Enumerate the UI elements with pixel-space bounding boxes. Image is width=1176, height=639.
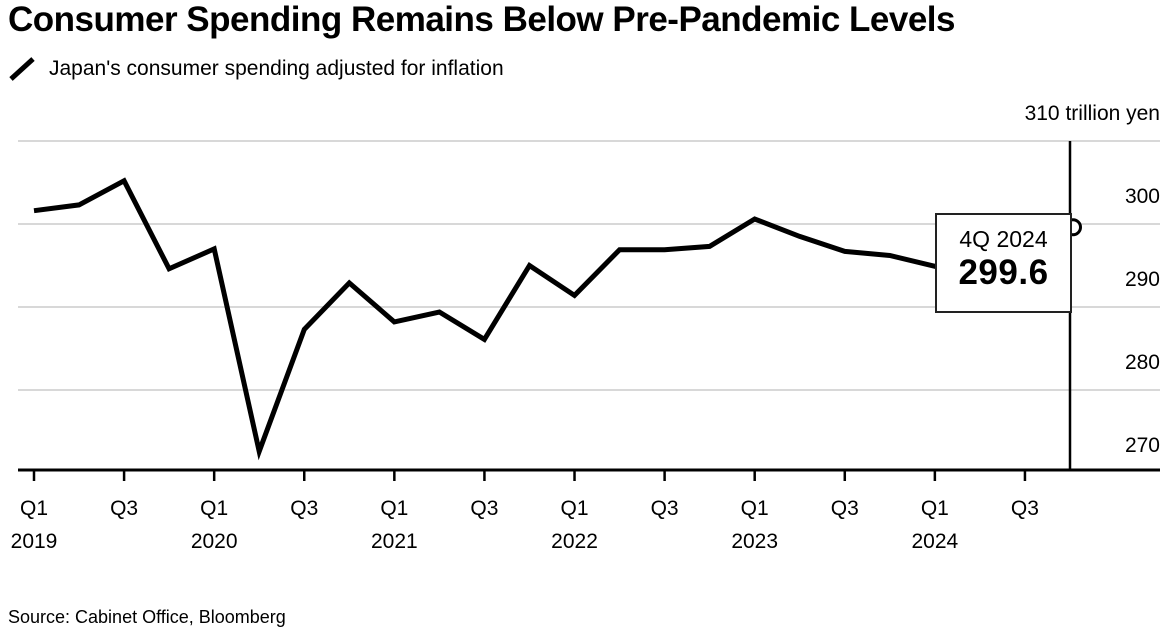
x-tick-quarter: Q3: [290, 497, 319, 520]
x-tick-label-Q1-2019: Q1 2019: [0, 492, 94, 558]
x-tick-label-Q3: Q3: [785, 492, 905, 525]
x-tick-year: 2020: [190, 530, 238, 553]
x-tick-year: 2019: [10, 530, 58, 553]
spending-line-series: [33, 177, 1072, 461]
legend-line-icon: [9, 57, 35, 81]
y-tick-label-310: 310 trillion yen: [1024, 102, 1160, 125]
y-tick-label-270: 270: [1124, 434, 1160, 457]
x-tick-label-Q1-2020: Q1 2020: [154, 492, 274, 558]
x-tick-year: 2022: [551, 530, 598, 553]
x-tick-quarter: Q1: [200, 497, 229, 520]
x-tick-year: 2024: [911, 530, 959, 553]
x-tick-quarter: Q1: [380, 497, 409, 520]
x-tick-quarter: Q1: [740, 497, 769, 520]
x-tick-quarter: Q3: [470, 497, 499, 520]
x-tick-label-Q1-2022: Q1 2022: [515, 492, 635, 558]
x-tick-label-Q1-2021: Q1 2021: [334, 492, 454, 558]
y-tick-label-280: 280: [1124, 351, 1160, 374]
x-tick-quarter: Q1: [560, 497, 589, 520]
legend: Japan's consumer spending adjusted for i…: [8, 56, 504, 82]
callout-period: 4Q 2024: [959, 226, 1048, 252]
callout-value: 299.6: [958, 253, 1049, 292]
x-tick-label-Q3: Q3: [605, 492, 725, 525]
latest-value-callout: 4Q 2024 299.6: [935, 213, 1072, 313]
x-tick-label-Q3: Q3: [64, 492, 184, 525]
x-tick-label-Q1-2023: Q1 2023: [695, 492, 815, 558]
x-tick-quarter: Q3: [650, 497, 679, 520]
x-tick-quarter: Q1: [920, 497, 949, 520]
source-note: Source: Cabinet Office, Bloomberg: [8, 607, 286, 627]
x-tick-quarter: Q3: [1010, 497, 1039, 520]
chart-title: Consumer Spending Remains Below Pre-Pand…: [8, 0, 956, 39]
x-tick-quarter: Q3: [830, 497, 859, 520]
x-tick-quarter: Q3: [110, 497, 139, 520]
x-tick-label-Q1-2024: Q1 2024: [875, 492, 995, 558]
x-tick-label-Q3: Q3: [965, 492, 1085, 525]
x-tick-year: 2023: [731, 530, 779, 553]
x-tick-quarter: Q1: [19, 497, 48, 520]
y-tick-label-300: 300: [1124, 185, 1160, 208]
legend-label: Japan's consumer spending adjusted for i…: [49, 57, 504, 80]
x-tick-label-Q3: Q3: [244, 492, 364, 525]
x-tick-year: 2021: [370, 530, 418, 553]
y-tick-label-290: 290: [1124, 268, 1160, 291]
x-tick-label-Q3: Q3: [424, 492, 544, 525]
